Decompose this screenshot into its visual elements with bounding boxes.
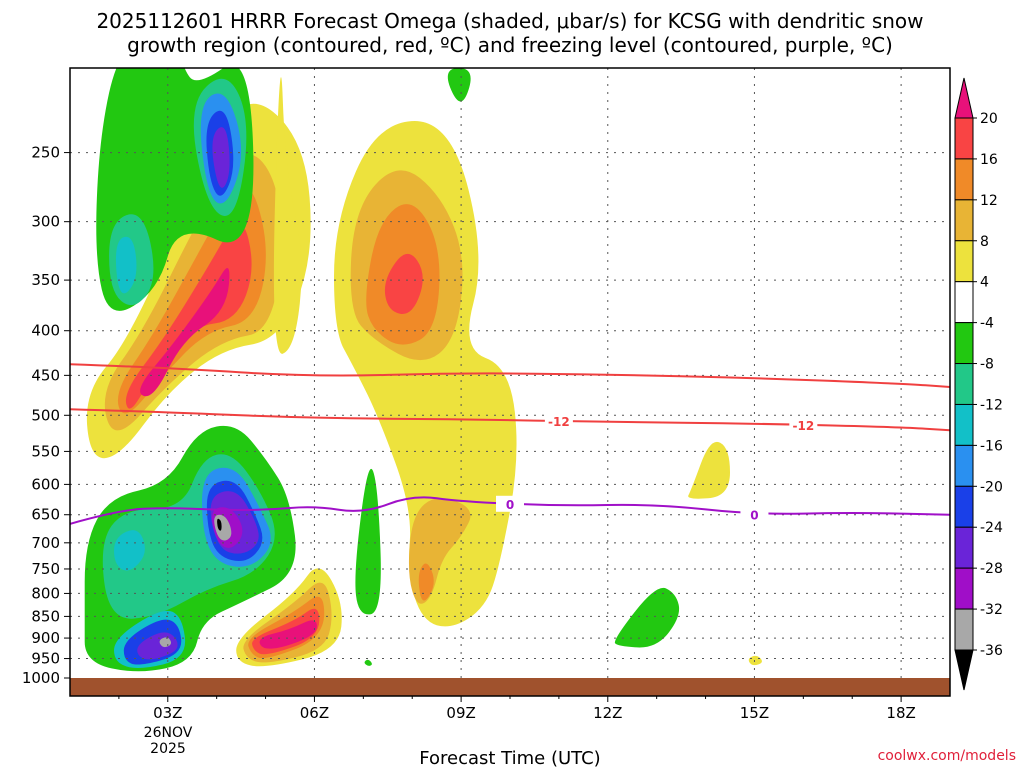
omega-region--4-41 — [447, 68, 471, 102]
colorbar-label--20: -20 — [980, 479, 1003, 495]
colorbar-label-20: 20 — [980, 111, 998, 127]
source-credit: coolwx.com/models — [878, 748, 1016, 764]
ground-surface-band — [70, 678, 950, 696]
pressure-axis: 250 300 350 400 450 500 550 600 650 700 750 800 850 9… — [22, 144, 70, 687]
omega-region-16-3 — [125, 223, 252, 409]
x-tick-label-09Z: 09Z — [446, 704, 475, 722]
omega-region--4-42 — [614, 587, 680, 648]
colorbar-label-4: 4 — [980, 275, 989, 291]
plot-area: -12 -12 0 0 — [69, 67, 951, 697]
colorbar-label-16: 16 — [980, 152, 998, 168]
x-tick-label-15Z: 15Z — [740, 704, 769, 722]
colorbar-label--24: -24 — [980, 520, 1003, 536]
x-date-line-2: 2025 — [150, 741, 186, 757]
colorbar-label--12: -12 — [980, 397, 1003, 413]
colorbar-swatch — [954, 281, 974, 324]
omega-region-20-18 — [259, 620, 317, 649]
colorbar-bottom-arrow — [954, 649, 974, 691]
colorbar-swatch — [954, 403, 974, 446]
contour-0 — [70, 363, 950, 388]
colorbar-swatch — [954, 158, 974, 201]
x-tick-label-12Z: 12Z — [593, 704, 622, 722]
y-tick-label-500: 500 — [31, 406, 60, 424]
omega-region--4-40 — [364, 659, 372, 666]
y-tick-label-900: 900 — [31, 629, 60, 647]
y-tick-label-1000: 1000 — [22, 669, 60, 687]
chart-title-line-2: growth region (contoured, red, ºC) and f… — [127, 33, 893, 57]
y-tick-label-950: 950 — [31, 650, 60, 668]
y-tick-label-650: 650 — [31, 506, 60, 524]
omega-region--12-28 — [114, 530, 145, 571]
y-tick-label-550: 550 — [31, 442, 60, 460]
contour-1 — [70, 408, 950, 432]
colorbar-label--36: -36 — [980, 643, 1003, 659]
contour-label-2-1: 0 — [750, 509, 758, 523]
contour-2 — [70, 496, 950, 525]
x-tick-label-03Z: 03Z — [153, 704, 182, 722]
colorbar-swatch — [954, 567, 974, 610]
colorbar-swatch — [954, 485, 974, 528]
y-tick-label-800: 800 — [31, 584, 60, 602]
omega-region--4-39 — [355, 468, 381, 615]
omega-region--12-21 — [115, 236, 137, 294]
x-axis-label: Forecast Time (UTC) — [419, 748, 600, 768]
y-tick-label-700: 700 — [31, 534, 60, 552]
contour-label-bg — [496, 495, 524, 512]
y-tick-label-250: 250 — [31, 144, 60, 162]
colorbar-top-arrow — [954, 77, 974, 119]
y-tick-label-750: 750 — [31, 560, 60, 578]
omega-shading-layer — [84, 68, 762, 672]
colorbar-label--28: -28 — [980, 561, 1003, 577]
omega-region-20-4 — [140, 267, 230, 397]
contour-label-1-1: -12 — [792, 419, 814, 433]
colorbar-swatch — [954, 526, 974, 569]
colorbar-swatch — [954, 199, 974, 242]
y-tick-label-600: 600 — [31, 475, 60, 493]
contour-label-bg — [789, 416, 818, 433]
colorbar-swatch — [954, 322, 974, 365]
temperature-contour-layer: -12 -12 0 0 — [70, 363, 950, 525]
colorbar-swatch — [954, 240, 974, 283]
gridlines — [70, 68, 950, 696]
chart-title-line-1: 2025112601 HRRR Forecast Omega (shaded, … — [96, 9, 923, 33]
omega-region-16-9 — [384, 253, 423, 314]
contour-label-bg — [544, 413, 573, 430]
colorbar-label--8: -8 — [980, 357, 994, 373]
x-date-line-1: 26NOV — [144, 725, 193, 741]
colorbar-legend: 20 16 12 8 4 -4 -8 -12 -16 -20 -24 -28 -32 -36 — [954, 77, 1003, 691]
y-tick-label-850: 850 — [31, 607, 60, 625]
omega-region-12-11 — [418, 563, 434, 601]
contour-label-bg — [740, 506, 769, 523]
omega-region-4-5 — [273, 77, 302, 354]
colorbar-label-8: 8 — [980, 234, 989, 250]
colorbar-swatch — [954, 444, 974, 487]
colorbar-label--4: -4 — [980, 316, 994, 332]
contour-label-2-0: 0 — [506, 498, 514, 512]
colorbar-label-12: 12 — [980, 193, 998, 209]
time-axis: 03Z 06Z 09Z 12Z 15Z 18Z — [118, 696, 916, 722]
omega-region--28-25 — [212, 127, 230, 188]
y-tick-label-300: 300 — [31, 213, 60, 231]
colorbar-swatch — [954, 363, 974, 405]
colorbar-swatch — [954, 117, 974, 160]
contour-label-1-0: -12 — [548, 415, 570, 429]
colorbar-label--32: -32 — [980, 602, 1003, 618]
y-tick-label-400: 400 — [31, 322, 60, 340]
x-tick-label-06Z: 06Z — [300, 704, 329, 722]
y-tick-label-350: 350 — [31, 271, 60, 289]
colorbar-swatch — [954, 608, 974, 651]
colorbar-label--16: -16 — [980, 438, 1003, 454]
x-tick-label-18Z: 18Z — [886, 704, 915, 722]
omega-region--36-34 — [217, 518, 222, 531]
y-tick-label-450: 450 — [31, 366, 60, 384]
